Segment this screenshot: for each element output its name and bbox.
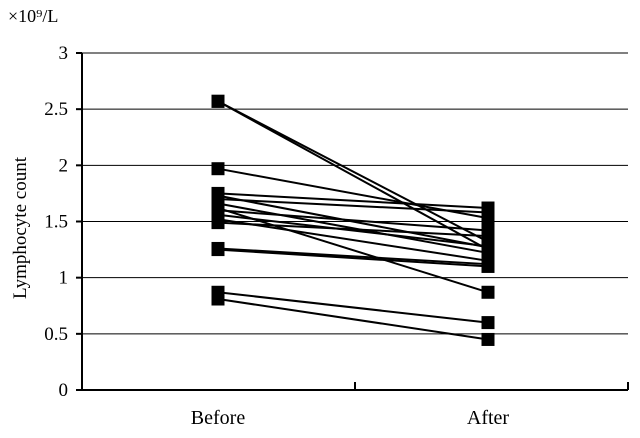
y-tick-labels: 0 0.5 1 1.5 2 2.5 3	[44, 43, 68, 401]
marker-7-after	[481, 285, 495, 299]
y-tick-label-4: 2	[59, 155, 69, 176]
series-line-11	[217, 221, 489, 238]
x-category-labels: Before After	[191, 407, 510, 429]
x-category-label-0: Before	[191, 407, 246, 429]
series-line-14	[217, 291, 489, 324]
y-tick-label-5: 2.5	[44, 99, 68, 120]
marker-9-after	[481, 239, 495, 253]
y-tick-label-1: 0.5	[44, 324, 68, 345]
marker-13-after	[481, 259, 495, 273]
series-line-6	[217, 202, 489, 254]
marker-2-before	[211, 162, 225, 176]
y-tick-label-0: 0	[59, 380, 69, 401]
marker-14-after	[481, 316, 495, 330]
axes	[76, 52, 629, 391]
marker-15-before	[211, 292, 225, 306]
series-line-4	[217, 194, 489, 249]
series-line-0	[217, 100, 489, 251]
series-line-1	[217, 100, 489, 243]
series-line-12	[217, 247, 489, 266]
series-line-8	[217, 209, 489, 232]
series-lines	[217, 100, 489, 341]
marker-11-before	[211, 216, 225, 230]
series-line-9	[217, 213, 489, 248]
y-tick-label-6: 3	[59, 43, 69, 64]
series-line-13	[217, 248, 489, 268]
marker-11-after	[481, 229, 495, 243]
marker-15-after	[481, 332, 495, 346]
y-axis-title: Lymphocyte count	[10, 156, 31, 299]
marker-5-after	[481, 206, 495, 220]
x-category-label-1: After	[467, 407, 510, 429]
unit-label: ×10⁹/L	[8, 6, 58, 26]
data-markers	[211, 94, 495, 346]
series-line-3	[217, 192, 489, 210]
y-tick-label-3: 1.5	[44, 212, 68, 233]
marker-1-before	[211, 94, 225, 108]
series-line-5	[217, 198, 489, 214]
series-line-15	[217, 298, 489, 341]
series-line-10	[217, 218, 489, 262]
y-tick-label-2: 1	[59, 268, 69, 289]
marker-13-before	[211, 243, 225, 257]
series-line-7	[217, 207, 489, 294]
